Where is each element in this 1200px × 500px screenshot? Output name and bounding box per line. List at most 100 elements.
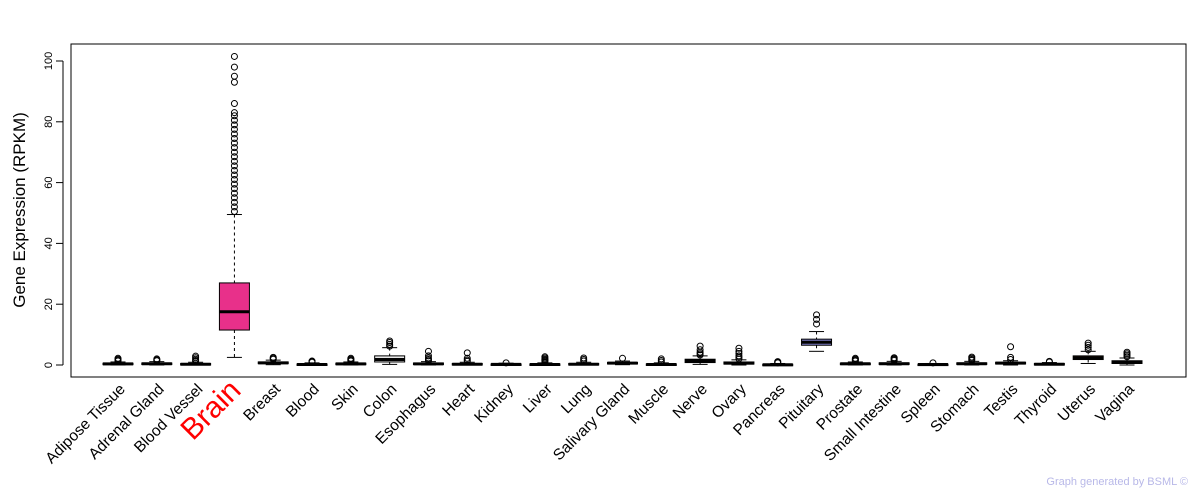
outlier-point: [386, 337, 394, 345]
box-uterus: [1072, 339, 1104, 364]
outlier-point: [230, 125, 238, 133]
outlier-point: [230, 100, 238, 108]
outlier-point: [890, 354, 898, 362]
outlier-point: [347, 354, 355, 362]
outlier-point: [230, 171, 238, 179]
outlier-point: [230, 116, 238, 124]
plot-frame: [70, 43, 1187, 378]
x-tick-label: Skin: [328, 381, 361, 414]
box-adipose-tissue: [102, 354, 134, 366]
x-tick-label: Breast: [240, 380, 284, 424]
outlier-point: [230, 157, 238, 165]
x-tick-label: Uterus: [1055, 381, 1099, 425]
outlier-point: [230, 72, 238, 80]
outlier-point: [813, 315, 821, 323]
outlier-point: [774, 358, 782, 366]
outlier-point: [502, 359, 510, 367]
y-tick-label: 40: [43, 237, 55, 249]
box-nerve: [684, 342, 716, 365]
outlier-point: [580, 354, 588, 362]
outlier-point: [230, 78, 238, 86]
outlier-point: [735, 344, 743, 352]
outlier-point: [230, 166, 238, 174]
outlier-point: [1123, 348, 1131, 356]
box-adrenal-gland: [141, 355, 173, 366]
outlier-point: [424, 347, 432, 355]
outlier-point: [1084, 341, 1092, 349]
outlier-point: [463, 356, 471, 364]
box-pituitary: [801, 311, 833, 352]
box-small-intestine: [878, 354, 910, 366]
box-pancreas: [762, 358, 794, 367]
box-stomach: [956, 353, 988, 366]
outlier-point: [230, 162, 238, 170]
outlier-point: [230, 63, 238, 71]
box-testis: [995, 343, 1027, 366]
credit-text: Graph generated by BSML ©: [1046, 476, 1188, 488]
outlier-point: [696, 346, 704, 354]
outlier-point: [813, 311, 821, 319]
outlier-point: [153, 355, 161, 363]
outlier-point: [230, 135, 238, 143]
outlier-point: [929, 359, 937, 367]
outlier-point: [1007, 353, 1015, 361]
outlier-point: [114, 354, 122, 362]
outlier-point: [230, 52, 238, 60]
outlier-point: [230, 130, 238, 138]
box-muscle: [645, 355, 677, 367]
box-blood: [296, 357, 328, 367]
outlier-point: [463, 349, 471, 357]
outlier-point: [230, 194, 238, 202]
box-ovary: [723, 344, 755, 366]
box-thyroid: [1033, 357, 1065, 366]
x-tick-label: Muscle: [625, 381, 672, 428]
x-tick-label: Liver: [520, 381, 556, 417]
outlier-point: [386, 342, 394, 350]
outlier-point: [1045, 357, 1053, 365]
x-tick-label: Kidney: [471, 381, 517, 427]
box-series: [102, 52, 1143, 367]
outlier-point: [424, 352, 432, 360]
box-esophagus: [412, 347, 444, 366]
x-tick-label: Nerve: [670, 381, 711, 422]
y-tick-label: 60: [43, 176, 55, 188]
y-tick-label: 0: [43, 362, 55, 368]
y-tick-label: 80: [43, 116, 55, 128]
outlier-point: [230, 180, 238, 188]
outlier-point: [230, 185, 238, 193]
outlier-point: [735, 347, 743, 355]
outlier-point: [230, 198, 238, 206]
outlier-point: [735, 349, 743, 357]
outlier-point: [541, 353, 549, 361]
box-vagina: [1111, 348, 1143, 366]
x-tick-label: Vagina: [1092, 381, 1138, 427]
outlier-point: [386, 340, 394, 348]
outlier-point: [230, 148, 238, 156]
outlier-point: [230, 144, 238, 152]
x-tick-label: Blood: [283, 381, 323, 421]
box-heart: [451, 349, 483, 366]
box-breast: [257, 353, 289, 366]
outlier-point: [735, 352, 743, 360]
box-prostate: [839, 354, 871, 366]
outlier-point: [230, 121, 238, 129]
outlier-point: [851, 354, 859, 362]
box-liver: [529, 353, 561, 367]
y-tick-label: 20: [43, 298, 55, 310]
outlier-point: [463, 354, 471, 362]
y-axis: 0 20 40 60 80 100: [43, 52, 64, 368]
box-iqr: [218, 282, 250, 331]
outlier-point: [619, 354, 626, 362]
outlier-point: [1084, 346, 1092, 354]
outlier-point: [230, 189, 238, 197]
outlier-point: [269, 353, 277, 361]
outlier-point: [696, 342, 704, 350]
outlier-point: [424, 354, 432, 362]
y-axis-label: Gene Expression (RPKM): [10, 112, 29, 308]
outlier-point: [1007, 343, 1015, 351]
box-salivary-gland: [607, 354, 638, 366]
outlier-point: [230, 139, 238, 147]
box-lung: [568, 354, 600, 366]
outlier-point: [192, 352, 200, 360]
